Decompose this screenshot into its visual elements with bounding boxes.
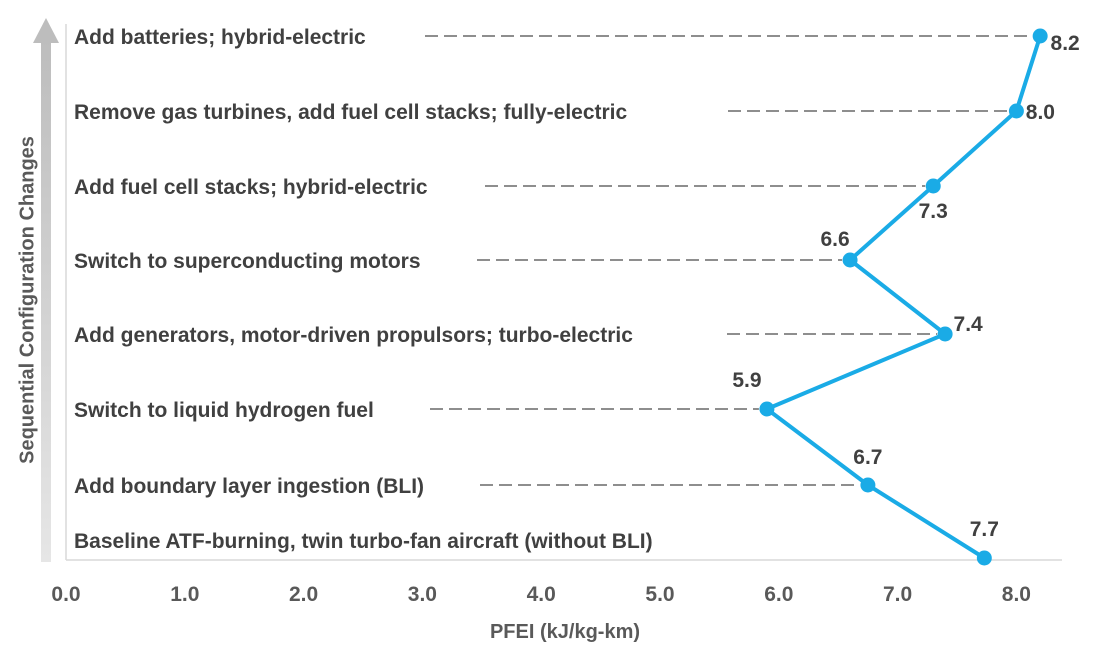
x-tick-labels: 0.0 1.0 2.0 3.0 4.0 5.0 6.0 7.0 8.0 xyxy=(51,583,1031,606)
y-axis-arrow xyxy=(33,18,59,562)
data-point xyxy=(759,401,775,417)
data-point xyxy=(1008,103,1024,119)
x-tick-label: 0.0 xyxy=(51,583,80,606)
data-label: 8.0 xyxy=(1026,101,1055,124)
category-label: Add fuel cell stacks; hybrid-electric xyxy=(74,176,428,199)
data-label: 7.4 xyxy=(954,313,984,336)
data-label: 7.3 xyxy=(919,200,948,223)
y-axis-title: Sequential Configuration Changes xyxy=(16,136,38,464)
category-label: Add boundary layer ingestion (BLI) xyxy=(74,475,424,498)
data-point xyxy=(925,178,941,194)
data-labels: 7.7 6.7 5.9 7.4 6.6 7.3 8.0 8.2 xyxy=(732,32,1079,541)
x-tick-label: 7.0 xyxy=(883,583,912,606)
category-label: Add batteries; hybrid-electric xyxy=(74,26,366,49)
data-label: 5.9 xyxy=(732,369,761,392)
category-label: Add generators, motor-driven propulsors;… xyxy=(74,324,633,347)
category-labels: Baseline ATF-burning, twin turbo-fan air… xyxy=(74,26,653,553)
category-label: Switch to superconducting motors xyxy=(74,250,421,273)
x-tick-label: 6.0 xyxy=(764,583,793,606)
x-tick-label: 8.0 xyxy=(1002,583,1031,606)
category-label: Remove gas turbines, add fuel cell stack… xyxy=(74,101,628,124)
data-label: 6.6 xyxy=(820,228,849,251)
data-point xyxy=(937,326,953,342)
leader-lines xyxy=(425,35,1033,486)
data-label: 7.7 xyxy=(970,518,999,541)
x-tick-label: 1.0 xyxy=(170,583,199,606)
pfei-series-line xyxy=(764,35,1043,560)
data-label: 6.7 xyxy=(853,446,882,469)
x-tick-label: 2.0 xyxy=(289,583,318,606)
pfei-markers xyxy=(759,28,1048,566)
data-point xyxy=(860,477,876,493)
x-tick-label: 4.0 xyxy=(527,583,556,606)
data-point xyxy=(842,252,858,268)
category-label: Switch to liquid hydrogen fuel xyxy=(74,399,374,422)
data-point xyxy=(976,550,992,566)
x-axis-title: PFEI (kJ/kg-km) xyxy=(490,621,640,643)
x-tick-label: 3.0 xyxy=(408,583,437,606)
category-label: Baseline ATF-burning, twin turbo-fan air… xyxy=(74,530,653,553)
data-point xyxy=(1032,28,1048,44)
x-tick-label: 5.0 xyxy=(645,583,674,606)
data-label: 8.2 xyxy=(1051,32,1080,55)
